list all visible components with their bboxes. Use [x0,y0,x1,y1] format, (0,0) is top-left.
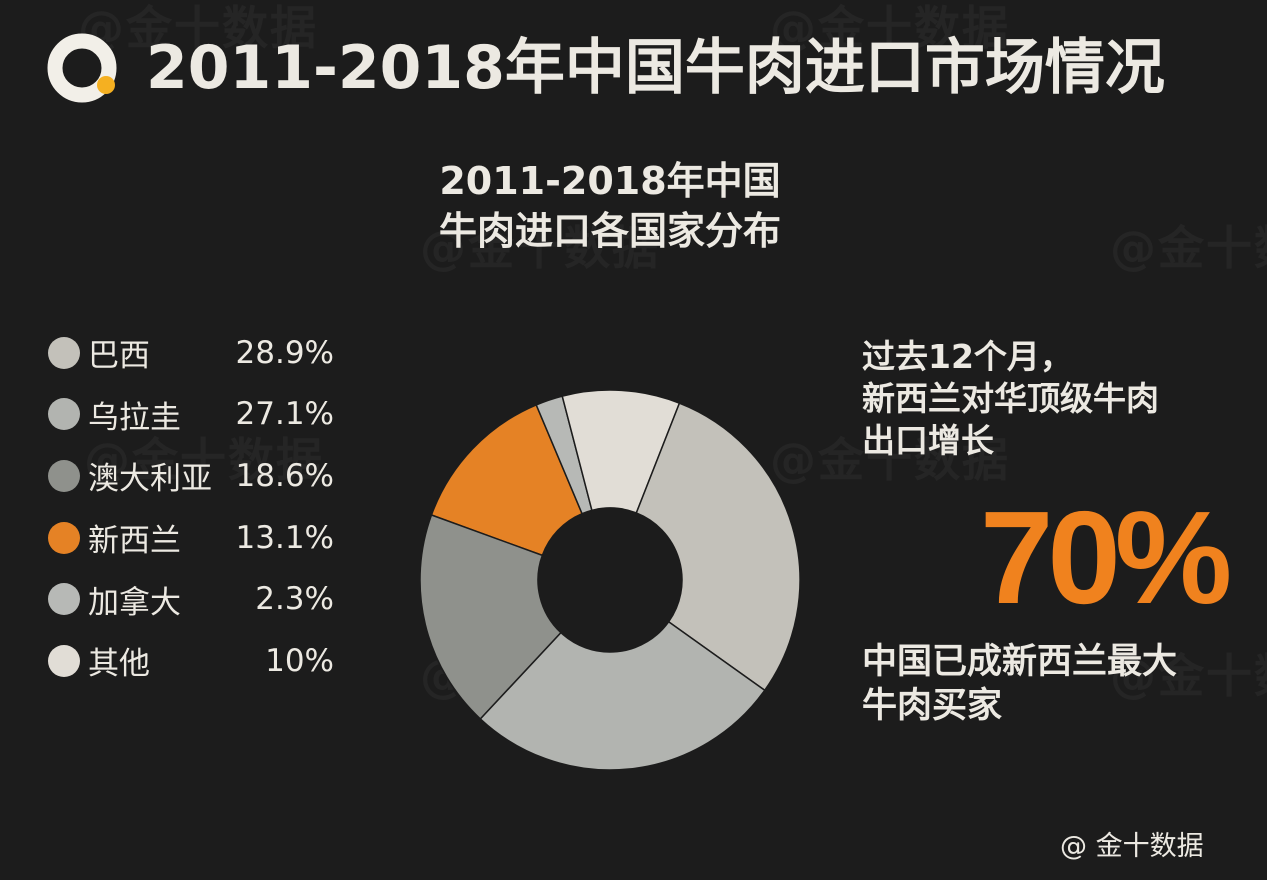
chart-legend: 巴西 28.9% 乌拉圭 27.1% 澳大利亚 18.6% 新西兰 13.1% … [48,322,348,692]
legend-label: 澳大利亚 [88,461,212,498]
legend-value: 2.3% [255,581,334,618]
legend-item-australia: 澳大利亚 18.6% [48,445,348,507]
chart-title: 2011-2018年中国 牛肉进口各国家分布 [360,156,860,256]
legend-value: 28.9% [235,334,334,371]
legend-value: 13.1% [235,519,334,556]
legend-item-other: 其他 10% [48,630,348,692]
donut-chart [419,389,801,771]
watermark: @金十数据 [420,212,660,278]
legend-label: 其他 [88,646,150,683]
legend-item-brazil: 巴西 28.9% [48,322,348,384]
legend-item-new-zealand: 新西兰 13.1% [48,507,348,569]
donut-slice-乌拉圭 [479,620,766,771]
callout-line: 新西兰对华顶级牛肉 [862,379,1159,418]
chart-title-line: 2011-2018年中国 [439,159,781,203]
legend-value: 27.1% [235,396,334,433]
donut-slice-澳大利亚 [419,514,562,720]
legend-swatch [48,336,80,369]
watermark: @金十数据 [78,0,318,58]
legend-value: 18.6% [235,457,334,494]
legend-swatch [48,521,80,554]
watermark: @金十数据 [1110,212,1267,278]
watermark: @金十数据 [1110,640,1267,706]
legend-value: 10% [265,642,334,679]
legend-label: 巴西 [88,338,150,375]
watermark: @金十数据 [770,0,1010,58]
callout-line: 出口增长 [862,421,994,460]
growth-highlight-value: 70% [980,484,1232,631]
legend-label: 新西兰 [88,523,181,560]
chart-title-line: 牛肉进口各国家分布 [438,209,781,253]
legend-swatch [48,583,80,616]
legend-swatch [48,459,80,492]
callout-line: 过去12个月， [862,337,1073,376]
legend-item-canada: 加拿大 2.3% [48,568,348,630]
legend-label: 加拿大 [88,584,181,621]
conclusion-line: 牛肉买家 [862,686,1003,726]
conclusion-line: 中国已成新西兰最大 [862,642,1178,682]
legend-swatch [48,398,80,431]
conclusion-text: 中国已成新西兰最大 牛肉买家 [862,640,1252,728]
brand-logo-icon [47,33,117,103]
page-title: 2011-2018年中国牛肉进口市场情况 [146,33,1165,103]
legend-item-uruguay: 乌拉圭 27.1% [48,384,348,446]
callout-text: 过去12个月， 新西兰对华顶级牛肉 出口增长 [862,336,1242,462]
donut-slice-新西兰 [430,403,584,557]
legend-label: 乌拉圭 [88,399,181,436]
watermark: @金十数据 [84,424,324,490]
legend-swatch [48,644,80,677]
source-credit: @ 金十数据 [1060,831,1204,862]
watermark: @金十数据 [770,424,1010,490]
donut-slice-巴西 [635,402,801,692]
